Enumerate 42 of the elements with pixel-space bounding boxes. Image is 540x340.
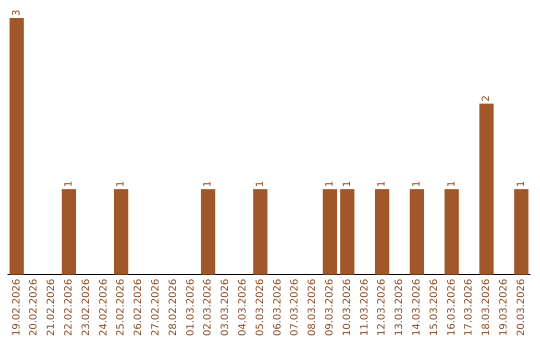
data-label: 2 xyxy=(481,95,492,102)
x-tick-label: 14.03.2026 xyxy=(411,278,422,336)
x-tick-label: 08.03.2026 xyxy=(307,278,318,336)
data-label: 1 xyxy=(116,180,127,188)
data-label: 1 xyxy=(376,180,388,188)
x-tick-label: 27.02.2026 xyxy=(150,278,162,336)
data-label: 1 xyxy=(411,180,422,188)
data-label: 1 xyxy=(342,180,353,188)
x-tick-label: 09.03.2026 xyxy=(324,278,336,336)
x-tick-label: 28.02.2026 xyxy=(168,278,179,336)
x-tick-label: 17.03.2026 xyxy=(464,278,475,336)
data-label: 1 xyxy=(516,180,527,188)
x-tick-label: 15.03.2026 xyxy=(428,278,440,336)
x-tick-label: 23.02.2026 xyxy=(80,278,92,336)
x-tick-label: 11.03.2026 xyxy=(359,278,370,336)
data-label: 3 xyxy=(11,10,22,16)
x-tick-label: 22.02.2026 xyxy=(63,278,74,336)
data-label: 1 xyxy=(254,180,266,188)
x-tick-label: 25.02.2026 xyxy=(116,278,127,336)
x-tick-label: 21.02.2026 xyxy=(46,278,58,336)
x-tick-label: 18.03.2026 xyxy=(481,278,492,336)
x-tick-label: 10.03.2026 xyxy=(342,278,353,336)
x-tick-label: 04.03.2026 xyxy=(237,278,248,336)
x-tick-label: 07.03.2026 xyxy=(290,278,301,336)
x-tick-label: 06.03.2026 xyxy=(272,278,284,336)
data-label: 1 xyxy=(446,180,458,188)
x-tick-label: 20.02.2026 xyxy=(28,278,40,336)
x-tick-label: 12.03.2026 xyxy=(376,278,388,336)
x-tick-label: 16.03.2026 xyxy=(446,278,458,336)
x-tick-label: 20.03.2026 xyxy=(516,278,527,336)
data-label: 1 xyxy=(324,180,336,188)
data-label: 1 xyxy=(202,180,214,188)
x-tick-label: 26.02.2026 xyxy=(133,278,144,336)
x-tick-label: 24.02.2026 xyxy=(98,278,110,336)
x-tick-label: 03.03.2026 xyxy=(220,278,232,336)
x-tick-label: 19.02.2026 xyxy=(11,278,22,336)
x-tick-label: 19.03.2026 xyxy=(498,278,510,336)
data-label: 1 xyxy=(63,180,74,188)
x-tick-label: 01.03.2026 xyxy=(185,278,196,336)
x-tick-label: 05.03.2026 xyxy=(254,278,266,336)
x-tick-label: 13.03.2026 xyxy=(394,278,406,336)
x-tick-label: 02.03.2026 xyxy=(202,278,214,336)
